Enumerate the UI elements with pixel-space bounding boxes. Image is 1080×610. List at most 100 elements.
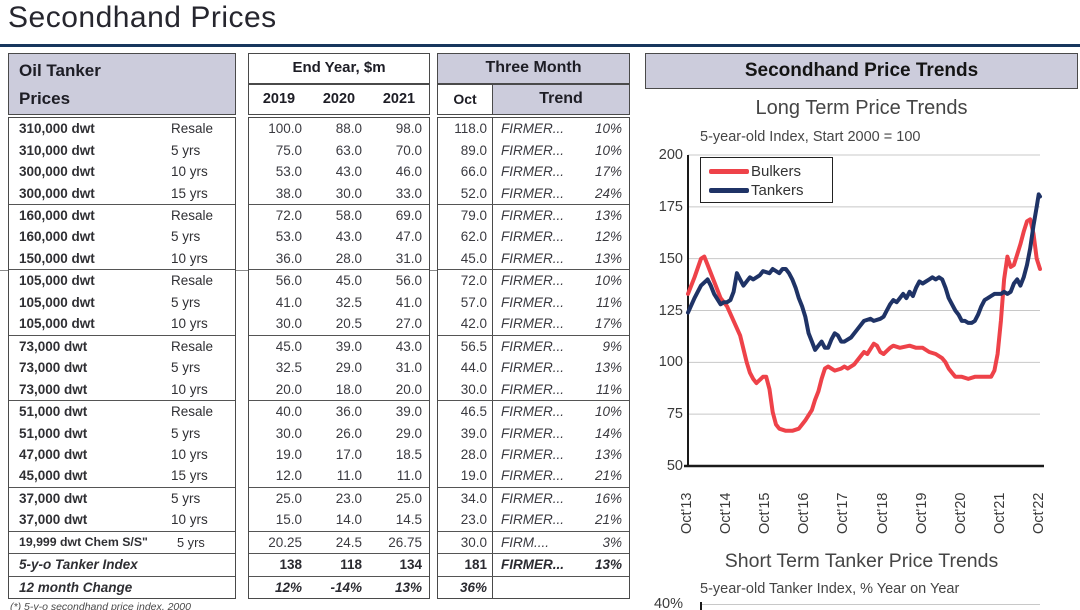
trend-cell: FIRMER... 10% (493, 121, 629, 136)
vessel-name: 310,000 dwt (19, 142, 95, 158)
vessel-name: 160,000 dwt (19, 208, 95, 224)
trend-percent: 13% (594, 360, 622, 376)
trend-percent: 16% (594, 490, 622, 506)
vessel-age: 10 yrs (171, 164, 208, 180)
trend-percent: 13% (594, 447, 622, 463)
vessel-name: 310,000 dwt (19, 121, 95, 137)
vessel-age: 5 yrs (177, 534, 205, 550)
table-row: 15.0 14.0 14.5 (249, 509, 429, 530)
table-row: 12% -14% 13% (249, 575, 429, 598)
oct-value: 44.0 (438, 356, 493, 379)
trend-percent: 9% (602, 338, 622, 354)
value-2019: 12% (274, 579, 302, 595)
oct-value: 66.0 (438, 160, 493, 183)
table-row: 20.0 18.0 20.0 (249, 378, 429, 399)
oct-value: 36% (438, 576, 493, 598)
chart-legend: Bulkers Tankers (700, 157, 833, 203)
oct-value: 28.0 (438, 443, 493, 466)
table-row: 36% (438, 575, 629, 598)
vessel-age: 15 yrs (171, 185, 208, 201)
y-axis-label-100: 100 (658, 354, 683, 371)
vessel-name: 12 month Change (19, 579, 133, 595)
trend-percent: 13% (594, 250, 622, 266)
vessel-age: 15 yrs (171, 468, 208, 484)
trend-percent: 17% (594, 164, 622, 180)
tankers-line-series (686, 192, 1042, 352)
trend-text: FIRMER... (501, 381, 564, 397)
value-2019: 12.0 (275, 468, 302, 484)
vessel-name: 73,000 dwt (19, 360, 88, 376)
secondhand-price-trends-header: Secondhand Price Trends (645, 53, 1078, 89)
value-2021: 26.75 (388, 534, 422, 550)
value-2020: 24.5 (335, 534, 362, 550)
vessel-name: 150,000 dwt (19, 250, 95, 266)
trend-percent: 10% (594, 121, 622, 137)
trend-cell: FIRMER... 13% (493, 360, 629, 375)
trend-text: FIRMER... (501, 229, 564, 245)
bulkers-line-swatch (709, 169, 749, 174)
value-2020: 17.0 (335, 447, 362, 463)
table-row: 37,000 dwt 10 yrs (9, 509, 235, 530)
trend-cell: FIRMER... 13% (493, 208, 629, 223)
vessel-age: 5 yrs (171, 294, 201, 310)
oct-value: 39.0 (438, 422, 493, 444)
table-row: 30.0 20.5 27.0 (249, 313, 429, 334)
value-2020: 30.0 (335, 185, 362, 201)
value-2021: 31.0 (395, 250, 422, 266)
legend-label: Bulkers (751, 163, 802, 180)
short-term-left-axis (700, 602, 702, 610)
value-2019: 19.0 (275, 447, 302, 463)
table-row: 105,000 dwt 5 yrs (9, 292, 235, 313)
tankers-line-swatch (709, 188, 749, 193)
table-row: 310,000 dwt 5 yrs (9, 139, 235, 160)
oct-value: 181 (438, 554, 493, 576)
table-row: 45.0 39.0 43.0 (249, 334, 429, 357)
trend-text: FIRMER... (501, 468, 564, 484)
trend-text: FIRMER... (501, 142, 564, 158)
table-row: 75.0 63.0 70.0 (249, 139, 429, 160)
trend-percent: 3% (602, 534, 622, 550)
value-2021: 134 (399, 557, 422, 573)
vessel-name: 37,000 dwt (19, 490, 88, 506)
trend-percent: 11% (595, 294, 622, 310)
table-row: 30.0 FIRMER... 11% (438, 378, 629, 400)
legend-entry-tankers: Tankers (709, 181, 826, 200)
value-2020: 14.0 (335, 512, 362, 528)
short-term-ytick-40pct: 40% (653, 596, 683, 610)
trend-percent: 10% (594, 142, 622, 158)
vessel-name: 73,000 dwt (19, 338, 88, 354)
oct-value: 19.0 (438, 465, 493, 487)
vessel-column-body: 310,000 dwt Resale 310,000 dwt 5 yrs 300,000… (8, 117, 236, 599)
short-term-chart-title: Short Term Tanker Price Trends (724, 550, 999, 572)
table-footnote: (*) 5-y-o secondhand price index, 2000 (10, 601, 191, 610)
value-2019: 45.0 (275, 338, 302, 354)
vessel-age: Resale (171, 404, 214, 420)
vessel-age: 5 yrs (171, 229, 201, 245)
legend-label: Tankers (751, 182, 804, 199)
oct-value: 56.5 (438, 335, 493, 357)
value-2021: 29.0 (395, 425, 422, 441)
value-2020: 43.0 (335, 164, 362, 180)
trend-percent: 14% (594, 425, 622, 441)
end-year-header: End Year, $m (248, 53, 430, 84)
value-2020: 18.0 (335, 381, 362, 397)
value-2020: 11.0 (336, 468, 362, 484)
bulkers-line-series (686, 217, 1042, 433)
trend-cell: FIRMER... 13% (493, 251, 629, 266)
three-month-header: Three Month (437, 53, 630, 84)
vessel-age: 10 yrs (171, 250, 208, 266)
vessel-age: Resale (171, 273, 214, 289)
oct-value: 42.0 (438, 313, 493, 335)
vessel-name: 105,000 dwt (19, 316, 95, 332)
vessel-name: 51,000 dwt (19, 404, 88, 420)
value-2021: 25.0 (395, 490, 422, 506)
trend-cell: FIRMER... 12% (493, 229, 629, 244)
table-row: 19.0 FIRMER... 21% (438, 465, 629, 487)
table-row: 19.0 17.0 18.5 (249, 444, 429, 465)
table-row: 12 month Change (9, 575, 235, 598)
long-term-price-trends-chart (684, 154, 1044, 468)
oct-value: 79.0 (438, 204, 493, 227)
vessel-name: 300,000 dwt (19, 185, 95, 201)
value-2021: 47.0 (395, 229, 422, 245)
oct-value: 45.0 (438, 247, 493, 270)
